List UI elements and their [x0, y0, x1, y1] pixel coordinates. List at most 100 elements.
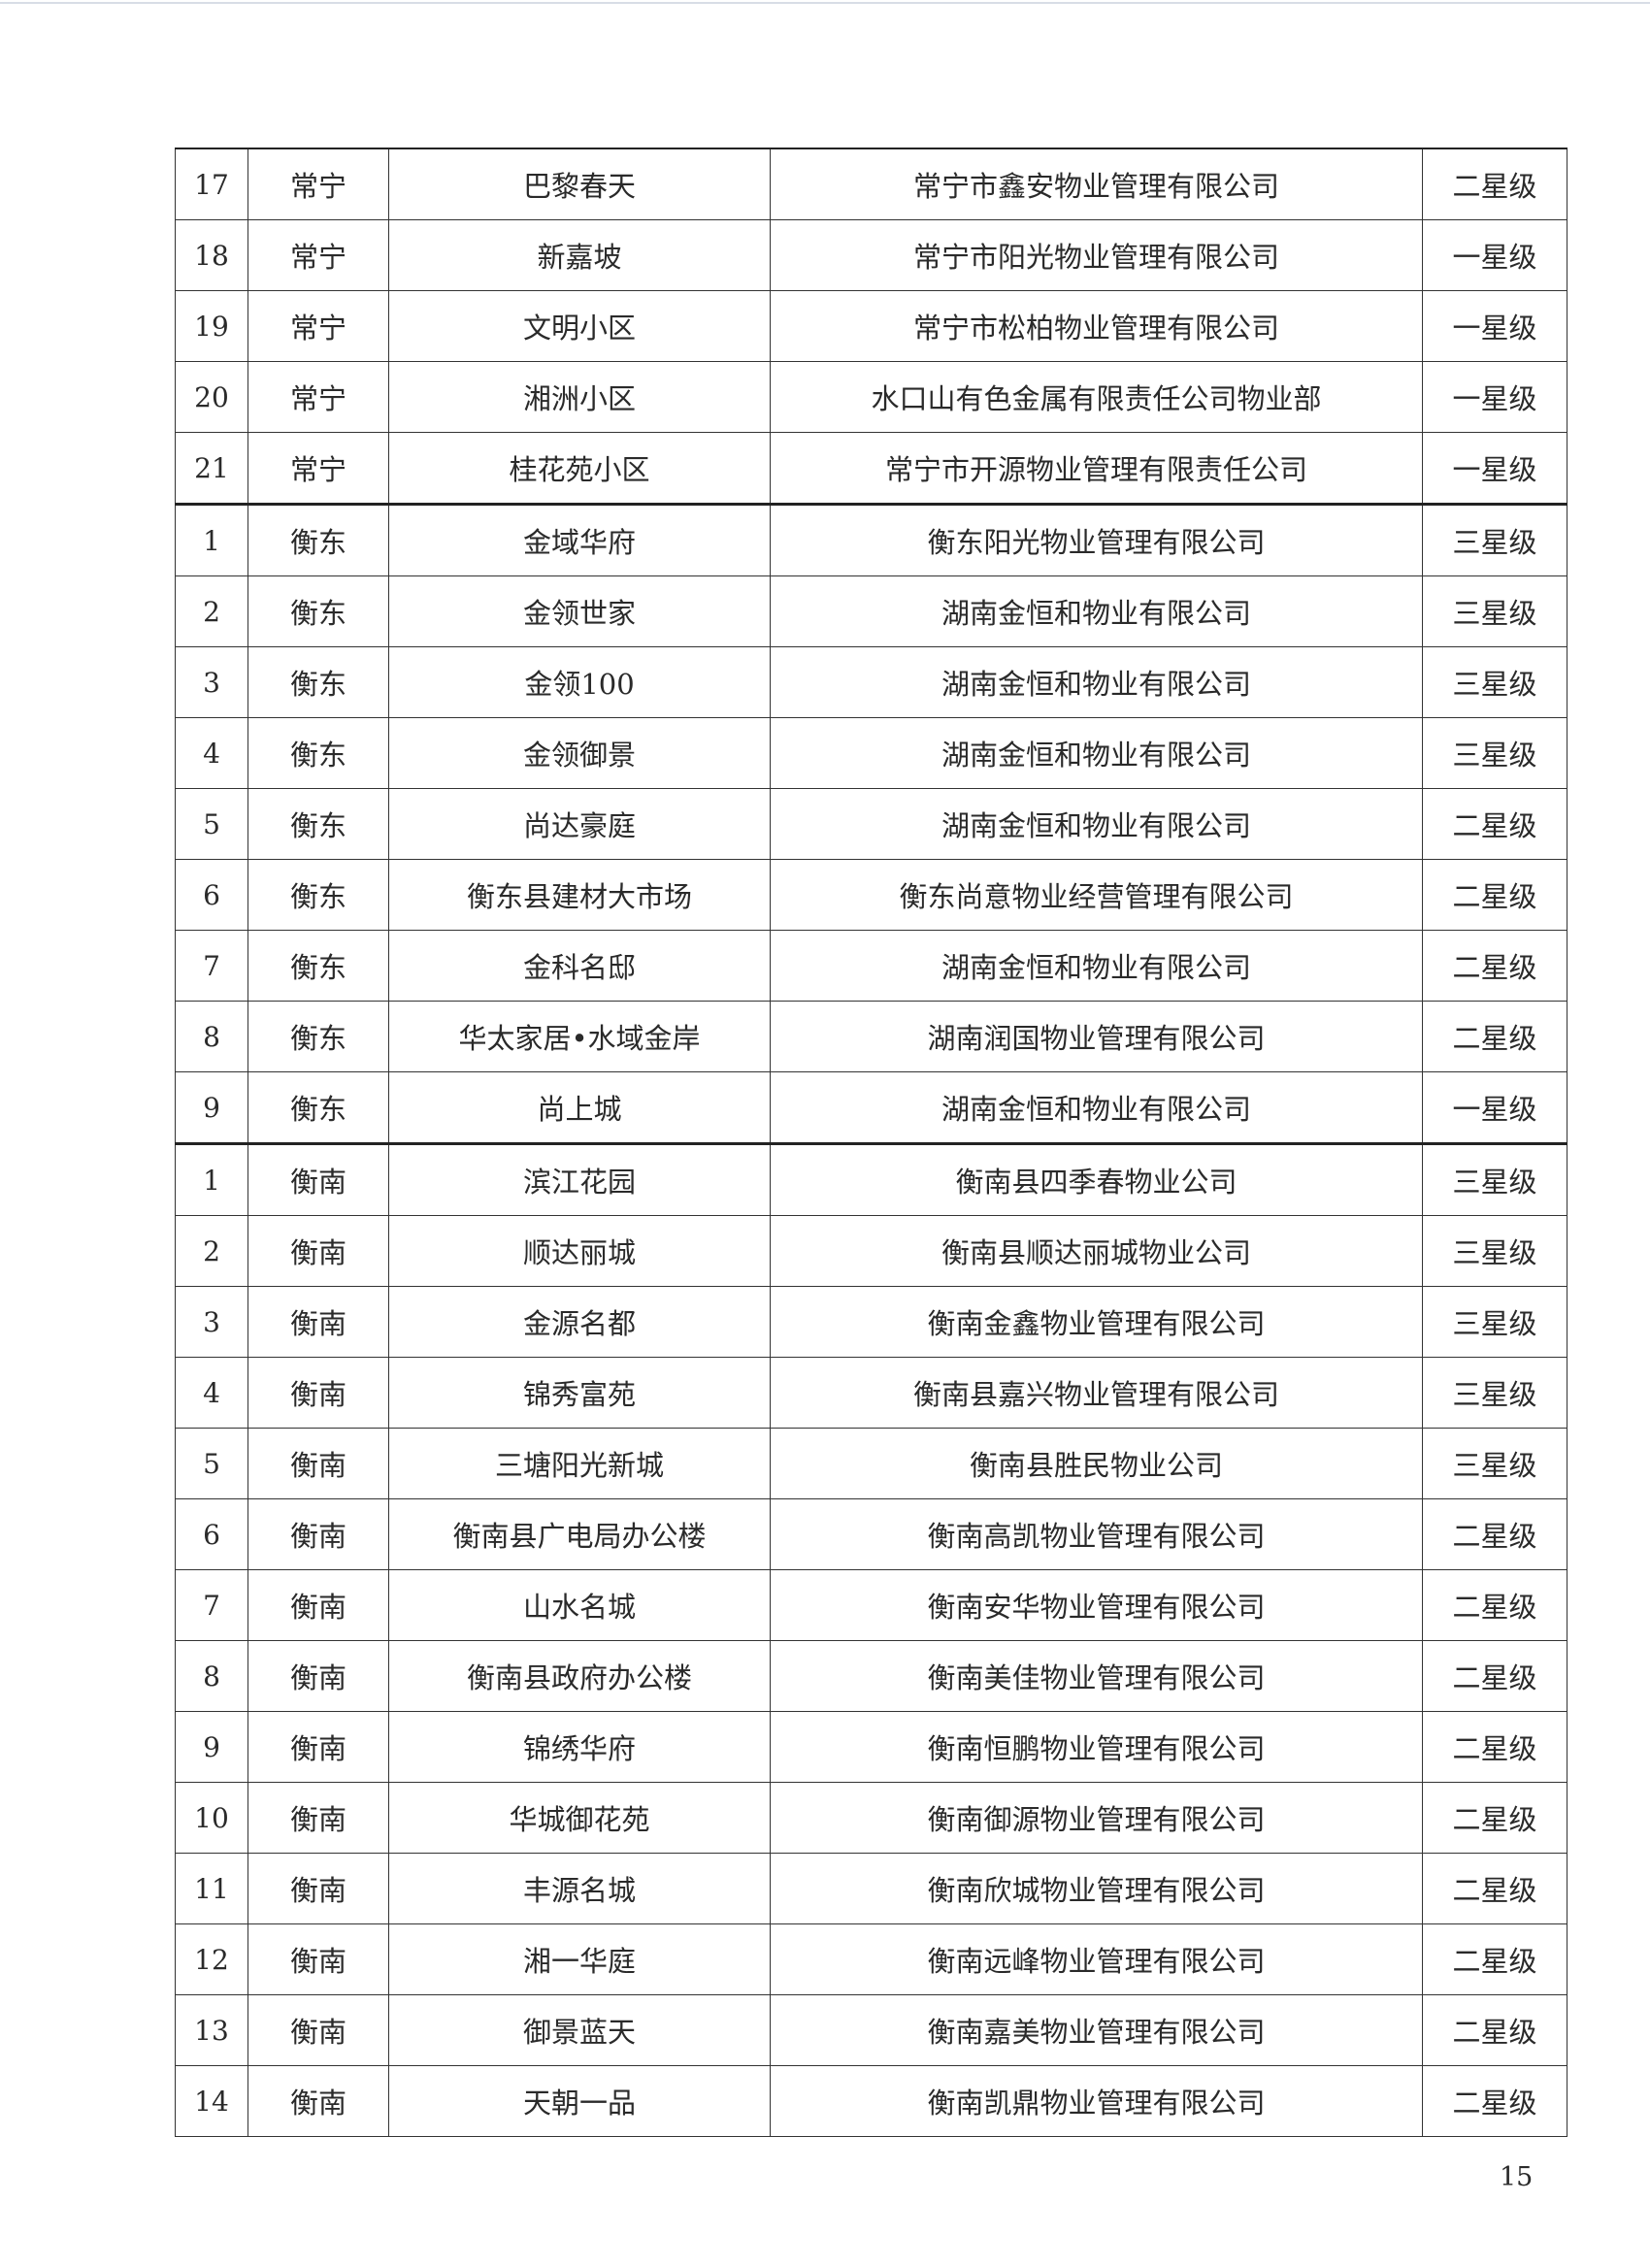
star-rating: 二星级	[1422, 2065, 1568, 2137]
star-rating: 二星级	[1422, 1498, 1568, 1570]
star-rating: 一星级	[1422, 290, 1568, 362]
table-row: 8 衡东 华太家居•水域金岸 湖南润国物业管理有限公司 二星级	[175, 1001, 1568, 1072]
table-row: 1 衡南 滨江花园 衡南县四季春物业公司 三星级	[175, 1142, 1568, 1216]
table-row: 6 衡南 衡南县广电局办公楼 衡南高凯物业管理有限公司 二星级	[175, 1498, 1568, 1570]
table-row: 17 常宁 巴黎春天 常宁市鑫安物业管理有限公司 二星级	[175, 148, 1568, 220]
management-company: 衡南安华物业管理有限公司	[770, 1569, 1423, 1641]
star-rating: 二星级	[1422, 788, 1568, 860]
star-rating: 三星级	[1422, 575, 1568, 647]
management-company: 湖南金恒和物业有限公司	[770, 646, 1423, 718]
scan-edge-line	[0, 2, 1650, 4]
property-name: 山水名城	[388, 1569, 771, 1641]
county: 衡东	[248, 1001, 389, 1072]
management-company: 常宁市开源物业管理有限责任公司	[770, 432, 1423, 505]
property-name: 新嘉坡	[388, 219, 771, 291]
property-name: 金科名邸	[388, 930, 771, 1002]
property-rating-table: 17 常宁 巴黎春天 常宁市鑫安物业管理有限公司 二星级 18 常宁 新嘉坡 常宁市阳光物业管理…	[175, 148, 1568, 2137]
county: 常宁	[248, 219, 389, 291]
property-name: 华城御花苑	[388, 1782, 771, 1854]
county: 衡南	[248, 1782, 389, 1854]
star-rating: 二星级	[1422, 1640, 1568, 1712]
management-company: 常宁市鑫安物业管理有限公司	[770, 148, 1423, 220]
table-row: 1 衡东 金域华府 衡东阳光物业管理有限公司 三星级	[175, 503, 1568, 576]
county: 衡东	[248, 575, 389, 647]
row-number: 8	[175, 1001, 248, 1072]
star-rating: 三星级	[1422, 1428, 1568, 1499]
row-number: 7	[175, 930, 248, 1002]
property-name: 御景蓝天	[388, 1994, 771, 2066]
property-name: 顺达丽城	[388, 1215, 771, 1287]
row-number: 6	[175, 859, 248, 931]
property-name: 丰源名城	[388, 1853, 771, 1924]
star-rating: 三星级	[1422, 1357, 1568, 1429]
table-row: 19 常宁 文明小区 常宁市松柏物业管理有限公司 一星级	[175, 290, 1568, 362]
county: 常宁	[248, 148, 389, 220]
table-row: 14 衡南 天朝一品 衡南凯鼎物业管理有限公司 二星级	[175, 2065, 1568, 2137]
property-name: 桂花苑小区	[388, 432, 771, 505]
page-number: 15	[1500, 2162, 1534, 2192]
star-rating: 三星级	[1422, 717, 1568, 789]
management-company: 衡南凯鼎物业管理有限公司	[770, 2065, 1423, 2137]
table-row: 2 衡东 金领世家 湖南金恒和物业有限公司 三星级	[175, 575, 1568, 647]
county: 衡南	[248, 1142, 389, 1216]
management-company: 衡南县四季春物业公司	[770, 1142, 1423, 1216]
county: 衡东	[248, 646, 389, 718]
property-name: 滨江花园	[388, 1142, 771, 1216]
county: 衡东	[248, 1071, 389, 1144]
star-rating: 二星级	[1422, 1711, 1568, 1783]
management-company: 衡南御源物业管理有限公司	[770, 1782, 1423, 1854]
property-name: 文明小区	[388, 290, 771, 362]
management-company: 湖南金恒和物业有限公司	[770, 1071, 1423, 1144]
table-row: 12 衡南 湘一华庭 衡南远峰物业管理有限公司 二星级	[175, 1923, 1568, 1995]
management-company: 衡东尚意物业经营管理有限公司	[770, 859, 1423, 931]
star-rating: 二星级	[1422, 148, 1568, 220]
management-company: 衡南嘉美物业管理有限公司	[770, 1994, 1423, 2066]
table-row: 10 衡南 华城御花苑 衡南御源物业管理有限公司 二星级	[175, 1782, 1568, 1854]
management-company: 湖南金恒和物业有限公司	[770, 788, 1423, 860]
property-name: 湘洲小区	[388, 361, 771, 433]
management-company: 水口山有色金属有限责任公司物业部	[770, 361, 1423, 433]
management-company: 衡南县顺达丽城物业公司	[770, 1215, 1423, 1287]
star-rating: 二星级	[1422, 930, 1568, 1002]
star-rating: 三星级	[1422, 503, 1568, 576]
county: 衡东	[248, 717, 389, 789]
row-number: 2	[175, 575, 248, 647]
row-number: 9	[175, 1071, 248, 1144]
county: 衡南	[248, 1286, 389, 1358]
star-rating: 二星级	[1422, 1994, 1568, 2066]
row-number: 10	[175, 1782, 248, 1854]
property-name: 金域华府	[388, 503, 771, 576]
management-company: 衡南县嘉兴物业管理有限公司	[770, 1357, 1423, 1429]
star-rating: 二星级	[1422, 859, 1568, 931]
table-row: 9 衡东 尚上城 湖南金恒和物业有限公司 一星级	[175, 1071, 1568, 1144]
row-number: 2	[175, 1215, 248, 1287]
property-name: 金源名都	[388, 1286, 771, 1358]
row-number: 18	[175, 219, 248, 291]
star-rating: 二星级	[1422, 1001, 1568, 1072]
county: 衡南	[248, 1711, 389, 1783]
county: 衡东	[248, 859, 389, 931]
county: 衡南	[248, 1853, 389, 1924]
property-name: 衡南县广电局办公楼	[388, 1498, 771, 1570]
management-company: 衡南高凯物业管理有限公司	[770, 1498, 1423, 1570]
star-rating: 三星级	[1422, 1215, 1568, 1287]
management-company: 衡南恒鹏物业管理有限公司	[770, 1711, 1423, 1783]
row-number: 4	[175, 1357, 248, 1429]
star-rating: 一星级	[1422, 219, 1568, 291]
table-row: 7 衡东 金科名邸 湖南金恒和物业有限公司 二星级	[175, 930, 1568, 1002]
row-number: 7	[175, 1569, 248, 1641]
county: 衡南	[248, 1215, 389, 1287]
table-row: 21 常宁 桂花苑小区 常宁市开源物业管理有限责任公司 一星级	[175, 432, 1568, 505]
management-company: 衡南金鑫物业管理有限公司	[770, 1286, 1423, 1358]
table-row: 7 衡南 山水名城 衡南安华物业管理有限公司 二星级	[175, 1569, 1568, 1641]
management-company: 常宁市松柏物业管理有限公司	[770, 290, 1423, 362]
star-rating: 三星级	[1422, 1142, 1568, 1216]
property-name: 巴黎春天	[388, 148, 771, 220]
star-rating: 二星级	[1422, 1569, 1568, 1641]
management-company: 衡南远峰物业管理有限公司	[770, 1923, 1423, 1995]
star-rating: 二星级	[1422, 1853, 1568, 1924]
row-number: 19	[175, 290, 248, 362]
star-rating: 三星级	[1422, 1286, 1568, 1358]
table-row: 18 常宁 新嘉坡 常宁市阳光物业管理有限公司 一星级	[175, 219, 1568, 291]
property-name: 尚上城	[388, 1071, 771, 1144]
